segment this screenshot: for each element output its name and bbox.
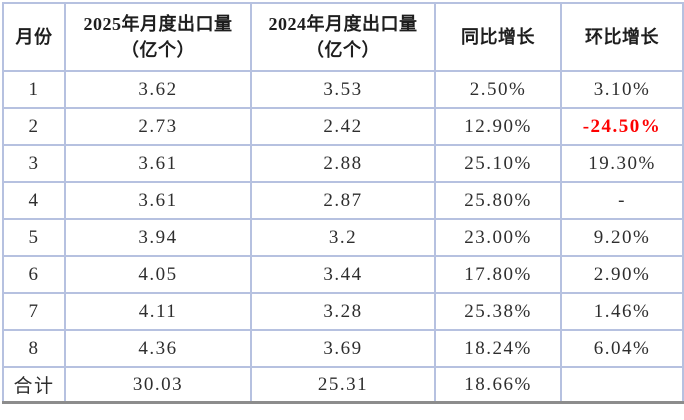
cell-2025-value: 3.61 (64, 181, 252, 220)
cell-month: 3 (2, 144, 66, 183)
cell-2024-total: 25.31 (250, 366, 436, 404)
header-row: 月份 2025年月度出口量 （亿个） 2024年月度出口量 （亿个） 同比增长 … (2, 2, 684, 72)
cell-total-label: 合计 (2, 366, 66, 404)
cell-mom: 3.10% (560, 70, 684, 109)
cell-mom: 9.20% (560, 218, 684, 257)
table-row-8: 8 4.36 3.69 18.24% 6.04% (2, 329, 684, 368)
cell-mom: 1.46% (560, 292, 684, 331)
monthly-export-table: 月份 2025年月度出口量 （亿个） 2024年月度出口量 （亿个） 同比增长 … (2, 2, 684, 404)
cell-2024-value: 3.53 (250, 70, 436, 109)
cell-mom: 6.04% (560, 329, 684, 368)
table-row-7: 7 4.11 3.28 25.38% 1.46% (2, 292, 684, 331)
cell-2025-value: 3.61 (64, 144, 252, 183)
table-row-4: 4 3.61 2.87 25.80% - (2, 181, 684, 220)
cell-2025-value: 2.73 (64, 107, 252, 146)
cell-2025-total: 30.03 (64, 366, 252, 404)
cell-month: 2 (2, 107, 66, 146)
cell-yoy: 12.90% (434, 107, 562, 146)
col-header-2025-export: 2025年月度出口量 （亿个） (64, 2, 252, 72)
cell-mom: - (560, 181, 684, 220)
cell-mom-negative: -24.50% (560, 107, 684, 146)
cell-2024-value: 3.2 (250, 218, 436, 257)
cell-mom: 2.90% (560, 255, 684, 294)
cell-month: 7 (2, 292, 66, 331)
cell-yoy: 18.24% (434, 329, 562, 368)
cell-yoy: 2.50% (434, 70, 562, 109)
cell-2025-value: 4.11 (64, 292, 252, 331)
cell-2024-value: 2.88 (250, 144, 436, 183)
cell-2025-value: 4.36 (64, 329, 252, 368)
cell-yoy: 17.80% (434, 255, 562, 294)
cell-2024-value: 2.42 (250, 107, 436, 146)
cell-month: 8 (2, 329, 66, 368)
cell-month: 5 (2, 218, 66, 257)
col-header-month: 月份 (2, 2, 66, 72)
table-row-6: 6 4.05 3.44 17.80% 2.90% (2, 255, 684, 294)
cell-month: 4 (2, 181, 66, 220)
cell-2024-value: 3.44 (250, 255, 436, 294)
cell-yoy: 25.80% (434, 181, 562, 220)
table-row-5: 5 3.94 3.2 23.00% 9.20% (2, 218, 684, 257)
col-header-2024-export: 2024年月度出口量 （亿个） (250, 2, 436, 72)
col-header-yoy-growth: 同比增长 (434, 2, 562, 72)
table-row-2: 2 2.73 2.42 12.90% -24.50% (2, 107, 684, 146)
cell-2025-value: 3.94 (64, 218, 252, 257)
cell-2024-value: 3.28 (250, 292, 436, 331)
cell-2025-value: 4.05 (64, 255, 252, 294)
cell-month: 6 (2, 255, 66, 294)
table-row-total: 合计 30.03 25.31 18.66% (2, 366, 684, 404)
cell-mom: 19.30% (560, 144, 684, 183)
cell-yoy: 25.10% (434, 144, 562, 183)
cell-2024-value: 2.87 (250, 181, 436, 220)
cell-yoy: 25.38% (434, 292, 562, 331)
cell-month: 1 (2, 70, 66, 109)
cell-yoy-total: 18.66% (434, 366, 562, 404)
cell-mom-total-empty (560, 366, 684, 404)
cell-yoy: 23.00% (434, 218, 562, 257)
table-row-1: 1 3.62 3.53 2.50% 3.10% (2, 70, 684, 109)
table-row-3: 3 3.61 2.88 25.10% 19.30% (2, 144, 684, 183)
cell-2025-value: 3.62 (64, 70, 252, 109)
col-header-mom-growth: 环比增长 (560, 2, 684, 72)
cell-2024-value: 3.69 (250, 329, 436, 368)
